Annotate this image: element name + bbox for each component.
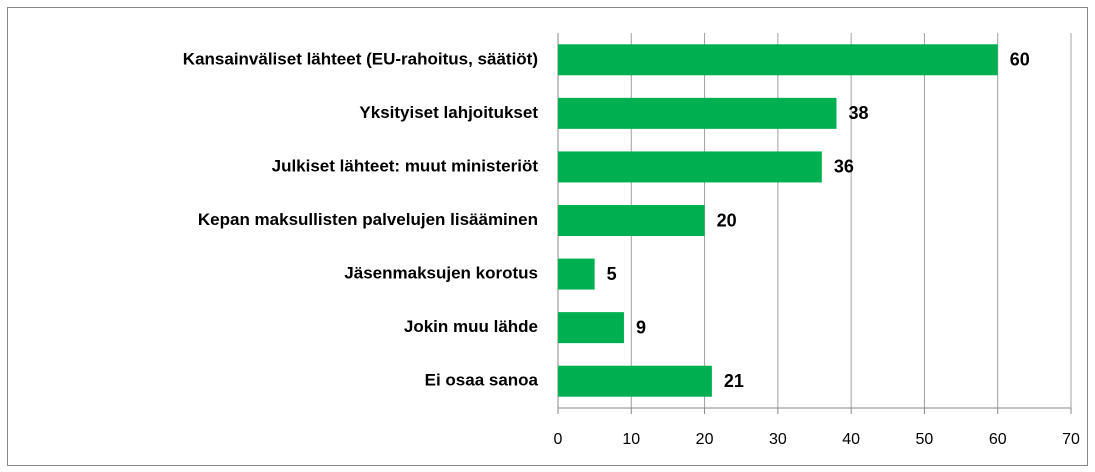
chart-border xyxy=(7,7,1088,466)
bar xyxy=(558,258,595,290)
bar xyxy=(558,44,998,76)
x-tick-label: 20 xyxy=(696,431,714,448)
bar xyxy=(558,151,822,183)
x-tick-label: 60 xyxy=(989,431,1007,448)
data-label: 36 xyxy=(834,157,854,177)
bar xyxy=(558,205,705,236)
bar xyxy=(558,97,837,129)
x-tick-label: 10 xyxy=(622,431,640,448)
x-tick-label: 0 xyxy=(554,431,563,448)
y-tick-label: Julkiset lähteet: muut ministeriöt xyxy=(272,156,539,175)
y-tick-label: Kepan maksullisten palvelujen lisääminen xyxy=(198,210,538,229)
data-label: 20 xyxy=(717,210,737,230)
y-tick-label: Kansainväliset lähteet (EU-rahoitus, sää… xyxy=(183,49,538,68)
x-tick-label: 70 xyxy=(1062,431,1080,448)
x-tick-label: 50 xyxy=(916,431,934,448)
bar xyxy=(558,312,624,344)
y-tick-label: Jokin muu lähde xyxy=(404,317,538,336)
data-label: 38 xyxy=(848,103,868,123)
y-tick-label: Yksityiset lahjoitukset xyxy=(359,103,538,122)
data-label: 5 xyxy=(607,264,617,284)
x-tick-label: 30 xyxy=(769,431,787,448)
data-label: 60 xyxy=(1010,50,1030,70)
bar xyxy=(558,365,712,397)
y-tick-label: Jäsenmaksujen korotus xyxy=(344,264,538,283)
x-tick-label: 40 xyxy=(842,431,860,448)
data-label: 9 xyxy=(636,317,646,337)
y-tick-label: Ei osaa sanoa xyxy=(425,371,539,390)
data-label: 21 xyxy=(724,371,744,391)
